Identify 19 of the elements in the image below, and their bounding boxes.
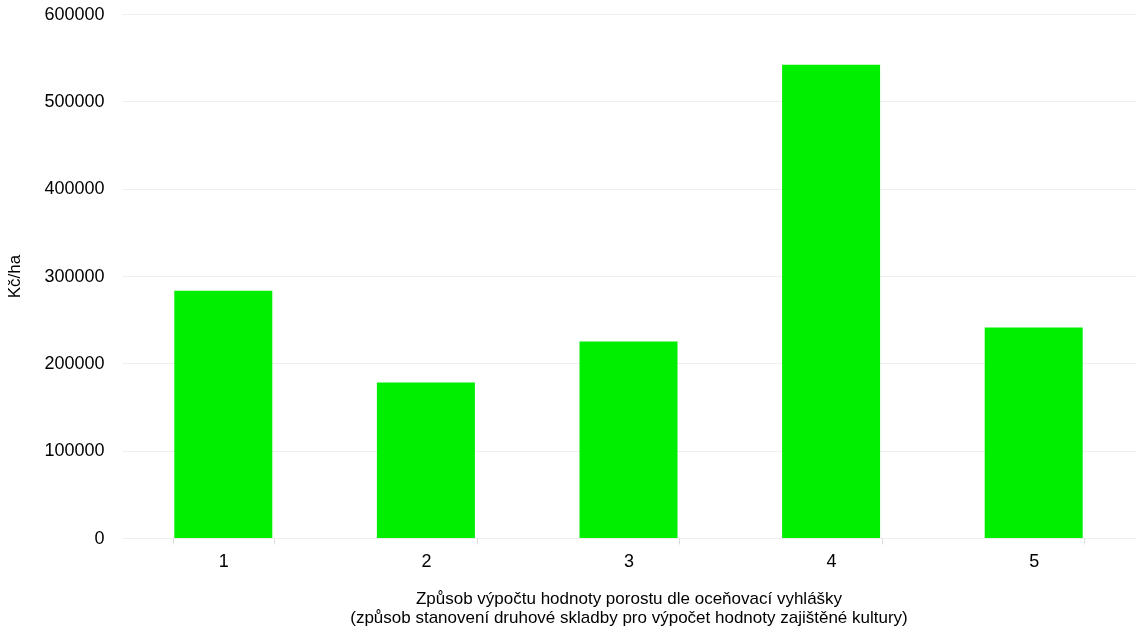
bar xyxy=(984,327,1083,538)
y-tick-label: 200000 xyxy=(44,352,105,373)
bar xyxy=(174,290,273,538)
x-tick-label: 2 xyxy=(421,550,432,571)
bar xyxy=(782,64,881,538)
x-tick-label: 3 xyxy=(623,550,635,571)
y-axis-title: Kč/ha xyxy=(5,254,25,299)
x-tick-label: 1 xyxy=(218,550,229,571)
x-axis-title: Způsob výpočtu hodnoty porostu dle oceňovací vyhlášky (způsob stanovení druhové skladby pro výpočet hodnoty zajištěné kultury) xyxy=(350,588,908,627)
bar xyxy=(376,382,475,538)
y-tick-label: 400000 xyxy=(44,178,105,199)
y-tick-label: 500000 xyxy=(44,90,105,111)
x-tick-label: 4 xyxy=(826,550,837,571)
x-tick-label: 5 xyxy=(1029,550,1040,571)
y-tick-label: 600000 xyxy=(44,3,105,24)
y-tick-label: 300000 xyxy=(44,265,105,286)
y-tick-label: 0 xyxy=(94,527,105,548)
y-tick-label: 100000 xyxy=(44,440,105,461)
bar xyxy=(579,341,678,538)
